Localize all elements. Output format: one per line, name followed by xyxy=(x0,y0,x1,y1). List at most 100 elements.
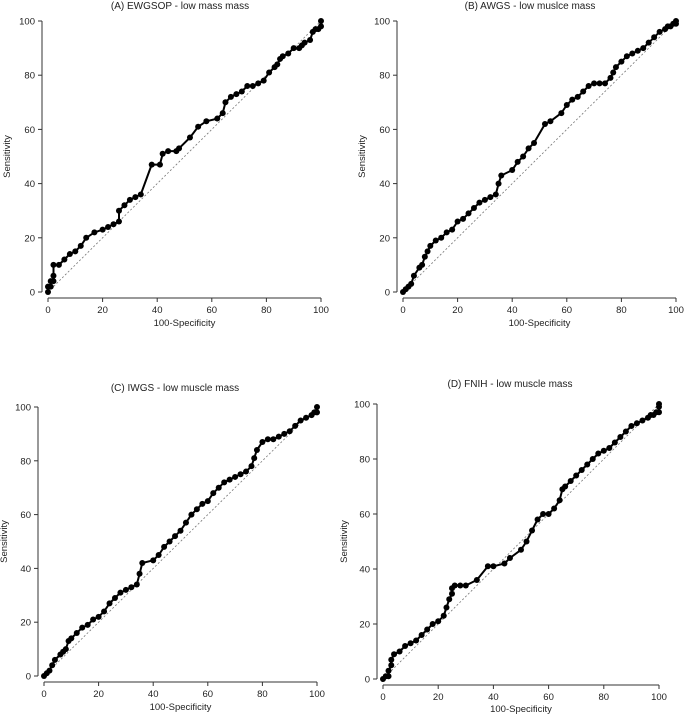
roc-point xyxy=(232,473,239,480)
y-tick-label: 40 xyxy=(359,565,370,576)
roc-point xyxy=(547,118,554,125)
roc-point xyxy=(156,161,163,168)
roc-point xyxy=(95,613,102,620)
x-tick-label: 20 xyxy=(97,305,108,316)
x-tick-label: 40 xyxy=(152,305,163,316)
roc-point xyxy=(47,283,54,290)
roc-point xyxy=(481,196,488,203)
roc-point xyxy=(314,409,320,416)
x-axis-label: 100-Specificity xyxy=(509,318,571,329)
roc-point xyxy=(91,229,98,236)
roc-point xyxy=(618,58,625,65)
roc-point xyxy=(73,629,80,636)
roc-point xyxy=(492,191,499,198)
roc-point xyxy=(45,289,51,295)
roc-point xyxy=(148,161,155,168)
y-tick-label: 100 xyxy=(19,17,35,28)
roc-point xyxy=(210,490,217,497)
roc-point xyxy=(259,438,266,445)
x-tick-label: 100 xyxy=(309,689,325,700)
x-tick-label: 60 xyxy=(562,305,573,316)
y-axis-label: Sensitivity xyxy=(2,135,13,178)
roc-point xyxy=(50,272,57,279)
roc-point xyxy=(633,420,640,427)
roc-point xyxy=(260,77,267,84)
roc-point xyxy=(606,445,613,451)
roc-point xyxy=(529,527,536,534)
roc-point xyxy=(607,74,614,81)
roc-point xyxy=(266,69,273,76)
x-tick-label: 20 xyxy=(452,305,463,316)
roc-point xyxy=(238,88,245,95)
y-tick-label: 0 xyxy=(385,288,390,299)
y-tick-label: 20 xyxy=(359,620,370,631)
roc-point xyxy=(50,261,57,268)
x-tick-label: 80 xyxy=(599,692,610,703)
roc-point xyxy=(611,439,618,446)
roc-point xyxy=(182,519,189,526)
roc-point xyxy=(623,53,630,60)
x-axis-label: 100-Specificity xyxy=(154,318,216,329)
roc-point xyxy=(449,226,456,233)
roc-point xyxy=(301,39,308,46)
roc-point xyxy=(656,28,663,35)
roc-point xyxy=(307,36,314,43)
roc-point xyxy=(290,45,297,52)
roc-point xyxy=(255,80,262,87)
roc-point xyxy=(574,93,581,100)
roc-point xyxy=(62,646,69,653)
roc-point xyxy=(186,134,193,141)
roc-point xyxy=(177,527,184,534)
y-tick-label: 20 xyxy=(379,233,390,244)
roc-point xyxy=(584,461,591,468)
reference-diagonal-line xyxy=(402,20,677,293)
y-axis-label: Sensitivity xyxy=(357,135,368,178)
roc-point xyxy=(303,414,310,421)
x-tick-label: 40 xyxy=(148,689,159,700)
y-axis-label: Sensitivity xyxy=(339,520,350,563)
roc-point xyxy=(165,148,172,155)
roc-point xyxy=(432,237,439,244)
roc-point xyxy=(628,423,635,429)
roc-point xyxy=(264,436,271,443)
x-tick-label: 20 xyxy=(433,692,444,703)
roc-point xyxy=(610,69,617,76)
roc-point xyxy=(136,570,143,577)
roc-point xyxy=(446,596,453,603)
roc-point xyxy=(121,202,128,209)
roc-point xyxy=(413,637,420,644)
roc-point xyxy=(424,248,431,255)
roc-point xyxy=(440,612,447,619)
x-tick-label: 0 xyxy=(400,305,405,316)
x-tick-label: 40 xyxy=(488,692,499,703)
roc-point xyxy=(150,557,157,564)
roc-point xyxy=(99,226,106,233)
chart-title: (C) IWGS - low muscle mass xyxy=(111,383,239,394)
y-tick-label: 0 xyxy=(365,675,370,686)
roc-point xyxy=(473,577,480,583)
roc-point xyxy=(51,656,58,663)
y-tick-label: 40 xyxy=(20,564,31,575)
roc-point xyxy=(314,404,320,410)
roc-point xyxy=(402,643,409,649)
roc-point xyxy=(215,484,222,491)
roc-point xyxy=(49,662,56,669)
roc-panel-c: 0 20 40 60 80 100 0 20 40 60 80 100 (C) IWGS - low m… xyxy=(0,383,325,713)
roc-point xyxy=(50,278,57,285)
roc-point xyxy=(193,506,200,513)
roc-point xyxy=(435,618,442,625)
roc-point xyxy=(243,468,250,475)
roc-point xyxy=(498,172,505,179)
roc-point xyxy=(204,498,211,505)
roc-point xyxy=(540,511,547,517)
roc-point xyxy=(617,434,624,440)
roc-point xyxy=(490,563,497,570)
roc-point xyxy=(66,251,73,258)
roc-point xyxy=(645,39,652,46)
y-tick-label: 60 xyxy=(379,125,390,136)
roc-point xyxy=(476,199,483,206)
roc-point xyxy=(419,261,426,268)
y-tick-label: 20 xyxy=(24,233,35,244)
roc-point xyxy=(634,47,641,54)
